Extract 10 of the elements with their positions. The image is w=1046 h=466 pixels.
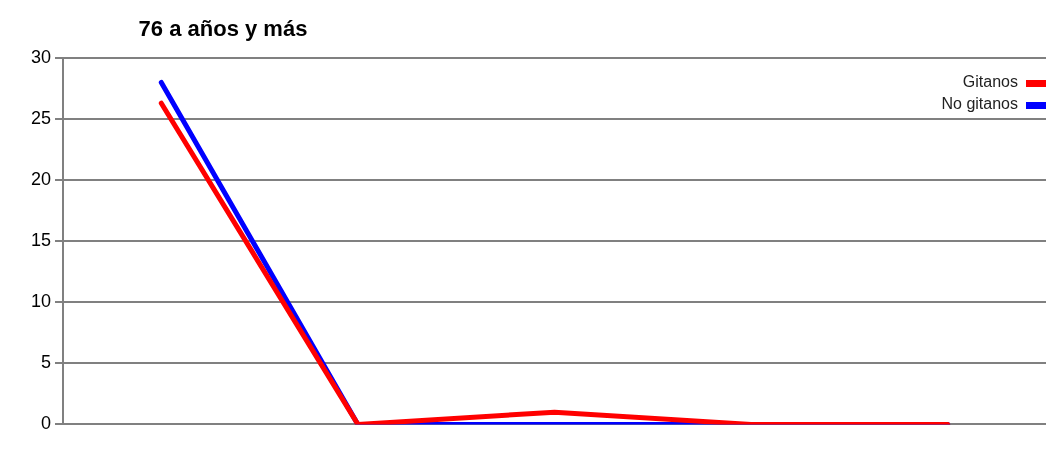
y-tick-label: 10 bbox=[30, 291, 51, 312]
legend-label: No gitanos bbox=[941, 95, 1018, 113]
legend-label: Gitanos bbox=[962, 73, 1018, 91]
y-tick-label: 30 bbox=[30, 46, 51, 67]
y-tick-label: 25 bbox=[30, 108, 51, 129]
y-tick-label: 0 bbox=[40, 413, 51, 434]
y-tick-label: 15 bbox=[30, 230, 51, 251]
chart-title: 76 a años y más bbox=[138, 16, 308, 42]
y-tick-label: 5 bbox=[40, 352, 51, 373]
y-tick-label: 20 bbox=[30, 169, 51, 190]
